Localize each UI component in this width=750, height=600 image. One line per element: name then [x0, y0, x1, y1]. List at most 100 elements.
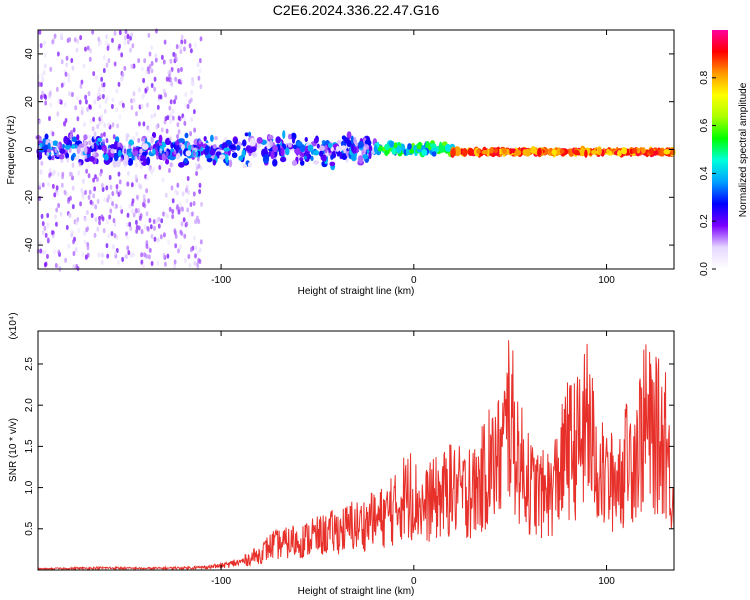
heatmap-cell: [114, 203, 118, 209]
heatmap-cell: [313, 137, 318, 144]
heatmap-cell: [294, 147, 302, 155]
heatmap-cell: [165, 76, 169, 82]
heatmap-cell: [139, 184, 143, 190]
heatmap-cell: [141, 140, 145, 146]
heatmap-cell: [59, 153, 65, 160]
heatmap-cell: [86, 209, 89, 215]
heatmap-cell: [135, 219, 138, 225]
heatmap-cell: [364, 139, 370, 145]
heatmap-cell: [113, 61, 117, 67]
heatmap-cell: [100, 182, 104, 188]
heatmap-cell: [192, 191, 196, 197]
heatmap-cell: [663, 148, 671, 155]
heatmap-cell: [63, 189, 67, 195]
heatmap-cell: [219, 154, 226, 160]
heatmap-cell: [80, 106, 84, 112]
heatmap-cell: [135, 224, 139, 230]
heatmap-cell: [94, 217, 98, 223]
heatmap-cell: [91, 143, 95, 149]
heatmap-cell: [153, 112, 157, 118]
heatmap-cell: [196, 140, 204, 148]
heatmap-cell: [131, 252, 135, 258]
y-tick-label: 2.5: [24, 357, 35, 371]
heatmap-cell: [165, 151, 169, 157]
heatmap-cell: [100, 114, 103, 120]
heatmap-cell: [180, 34, 184, 40]
heatmap-cell: [107, 58, 111, 64]
heatmap-y-axis-label: Frequency (Hz): [6, 116, 17, 185]
heatmap-cell: [299, 160, 305, 166]
heatmap-cell: [55, 86, 59, 92]
heatmap-cell: [228, 144, 236, 149]
heatmap-cell: [454, 147, 462, 157]
heatmap-cell: [270, 150, 275, 160]
heatmap-cell: [204, 145, 210, 154]
heatmap-cell: [160, 218, 164, 224]
heatmap-cell: [56, 142, 60, 148]
heatmap-cell: [100, 133, 104, 139]
heatmap-cell: [50, 230, 54, 236]
heatmap-cell: [177, 67, 180, 73]
heatmap-cell: [41, 77, 45, 83]
heatmap-cell: [100, 252, 104, 258]
heatmap-cell: [158, 134, 163, 144]
heatmap-cell: [183, 46, 186, 52]
heatmap-cell: [40, 213, 44, 219]
heatmap-cell: [180, 143, 185, 150]
heatmap-cell: [125, 254, 128, 260]
heatmap-cell: [56, 171, 60, 177]
heatmap-cell: [198, 68, 202, 74]
heatmap-cell: [173, 259, 177, 265]
colorbar: 0.0 0.2 0.4 0.6 0.8 Normalized spectral ampl…: [699, 30, 749, 276]
heatmap-cell: [384, 143, 390, 151]
heatmap-cell: [72, 251, 76, 257]
heatmap-cell: [170, 185, 174, 191]
heatmap-cell: [125, 133, 130, 138]
heatmap-cell: [67, 198, 70, 204]
heatmap-cell: [632, 148, 638, 154]
heatmap-cell: [158, 164, 162, 170]
heatmap-cell: [377, 147, 383, 152]
heatmap-cell: [183, 39, 187, 45]
heatmap-cell: [130, 182, 134, 188]
heatmap-cell: [179, 49, 183, 55]
heatmap-cell: [125, 222, 129, 228]
heatmap-cell: [171, 115, 175, 121]
x-tick-label: 100: [598, 275, 615, 286]
heatmap-cell: [48, 115, 51, 121]
heatmap-cell: [194, 245, 198, 251]
heatmap-cell: [74, 247, 78, 253]
colorbar-gradient: [712, 30, 728, 269]
heatmap-cell: [114, 250, 117, 256]
heatmap-cell: [168, 168, 171, 174]
heatmap-cell: [143, 252, 146, 258]
heatmap-cell: [368, 151, 372, 160]
heatmap-cell: [112, 159, 117, 168]
heatmap-cell: [83, 145, 88, 155]
heatmap-cell: [135, 146, 139, 152]
heatmap-cell: [150, 136, 154, 144]
heatmap-cell: [190, 116, 194, 122]
heatmap-cell: [92, 71, 96, 77]
heatmap-cell: [176, 122, 180, 128]
heatmap-cell: [102, 139, 105, 145]
heatmap-cell: [138, 215, 142, 221]
heatmap-cell: [165, 128, 169, 134]
heatmap-cell: [236, 144, 241, 151]
heatmap-cell: [111, 191, 115, 197]
heatmap-cell: [267, 134, 274, 140]
heatmap-cell: [59, 211, 63, 217]
heatmap-cell: [56, 152, 60, 158]
heatmap-cell: [80, 151, 84, 157]
heatmap-cell: [128, 143, 132, 149]
snr-series-line: [37, 340, 675, 572]
heatmap-cell: [43, 52, 47, 58]
heatmap-cell: [327, 142, 333, 149]
heatmap-cell: [89, 104, 92, 110]
heatmap-cell: [152, 219, 156, 225]
heatmap-cell: [147, 127, 151, 133]
heatmap-cell: [195, 170, 198, 176]
heatmap-cell: [71, 65, 75, 71]
heatmap-cell: [155, 218, 159, 224]
heatmap-cell: [142, 201, 145, 207]
